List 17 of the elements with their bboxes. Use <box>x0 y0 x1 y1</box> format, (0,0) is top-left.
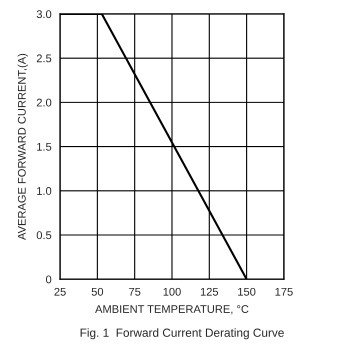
y-tick-label: 0 <box>46 275 52 284</box>
x-tick-label: 50 <box>92 288 104 296</box>
y-tick-label: 3.0 <box>36 10 52 18</box>
x-tick-label: 150 <box>238 288 256 296</box>
x-tick-label: 175 <box>276 288 293 296</box>
x-tick-label: 100 <box>164 288 181 296</box>
x-axis-title: AMBIENT TEMPERATURE, °C <box>95 305 248 314</box>
x-tick-label: 25 <box>54 288 66 296</box>
y-tick-label: 1.0 <box>37 187 52 195</box>
y-tick-label: 2.0 <box>36 98 52 107</box>
x-tick-label: 125 <box>200 288 218 296</box>
y-tick-label: 0.5 <box>36 231 52 240</box>
y-tick-label: 2.5 <box>36 54 52 62</box>
caption: Fig. 1 Forward Current Derating Curve <box>80 328 284 340</box>
x-tick-label: 75 <box>129 288 140 296</box>
y-tick-label: 1.5 <box>37 142 52 151</box>
y-axis-title: AVERAGE FORWARD CURRENT,(A) <box>18 54 28 240</box>
